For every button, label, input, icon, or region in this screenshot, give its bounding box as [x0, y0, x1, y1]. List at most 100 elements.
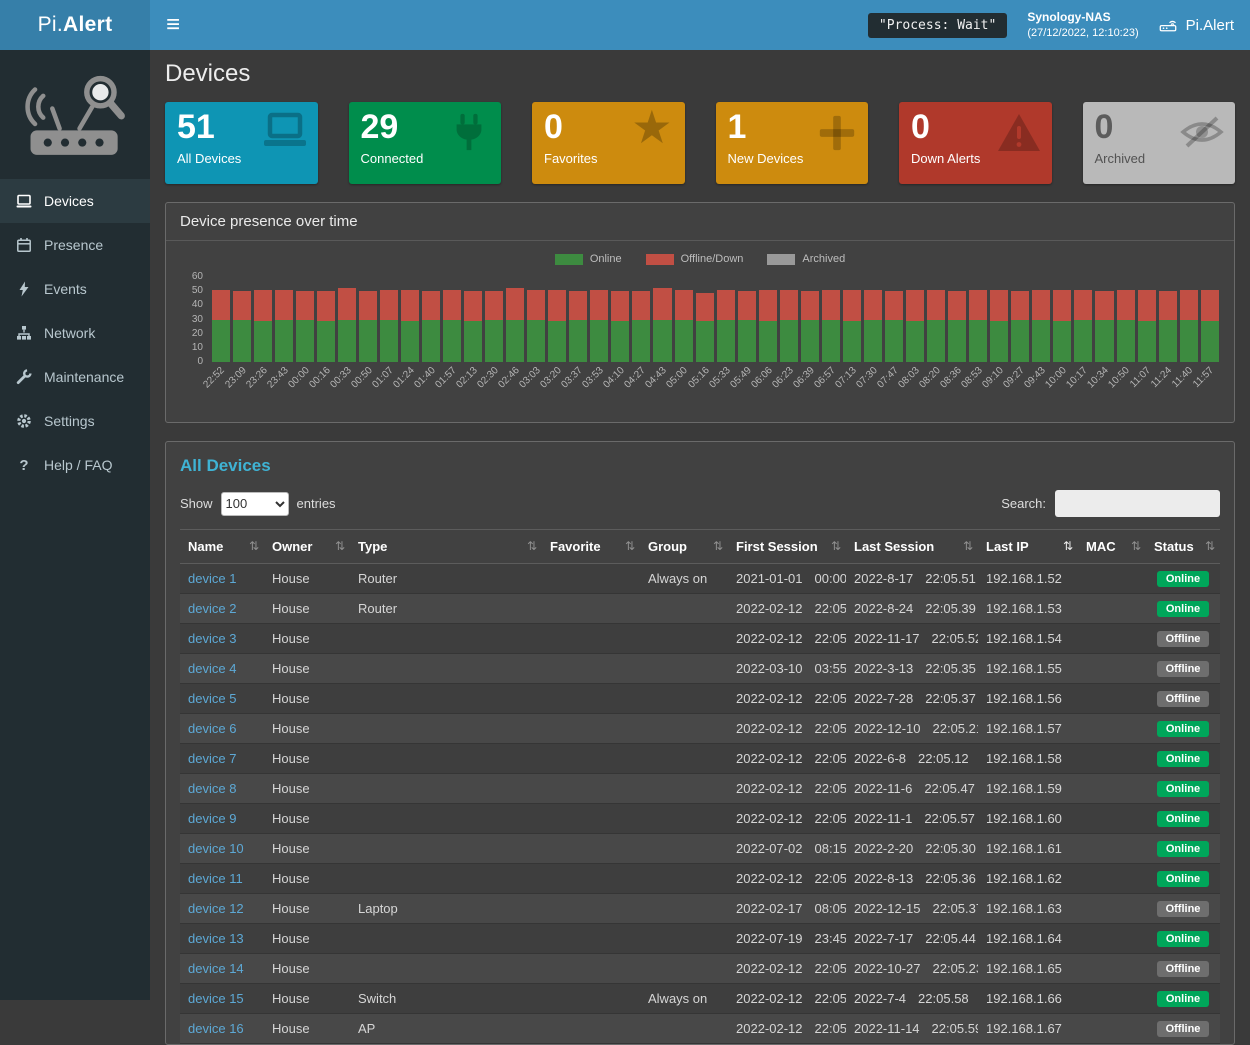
type-cell: [350, 774, 542, 804]
device-name-link[interactable]: device 9: [188, 811, 236, 826]
chart-bar: [296, 277, 314, 362]
type-cell: Switch: [350, 984, 542, 1014]
brand-logo[interactable]: Pi.Alert: [0, 0, 150, 50]
sidebar-item-label: Maintenance: [44, 369, 124, 385]
chart-bar: [1011, 277, 1029, 362]
device-name-link[interactable]: device 15: [188, 991, 244, 1006]
search-input[interactable]: [1055, 490, 1220, 517]
device-name-link[interactable]: device 6: [188, 721, 236, 736]
chart-bar: [632, 277, 650, 362]
device-name-link[interactable]: device 16: [188, 1021, 244, 1036]
page-title: Devices: [165, 60, 1235, 88]
device-name-link[interactable]: device 7: [188, 751, 236, 766]
device-name-link[interactable]: device 10: [188, 841, 244, 856]
status-badge: Online: [1157, 601, 1209, 617]
mac-cell: [1078, 654, 1146, 684]
last-ip-cell: 192.168.1.61: [978, 834, 1078, 864]
device-name-link[interactable]: device 8: [188, 781, 236, 796]
column-header-last-ip[interactable]: Last IP⇅: [978, 530, 1078, 564]
device-name-link[interactable]: device 13: [188, 931, 244, 946]
chart-bar: [1053, 277, 1071, 362]
mac-cell: [1078, 684, 1146, 714]
chart-legend: Online Offline/Down Archived: [180, 253, 1220, 265]
card-down-alerts[interactable]: 0 Down Alerts: [899, 102, 1052, 184]
device-name-link[interactable]: device 5: [188, 691, 236, 706]
app-identity: Pi.Alert: [1159, 13, 1234, 37]
legend-item[interactable]: Offline/Down: [646, 253, 744, 265]
mac-cell: [1078, 1014, 1146, 1044]
favorite-cell: [542, 744, 640, 774]
status-badge: Online: [1157, 991, 1209, 1007]
y-tick-label: 20: [192, 328, 203, 339]
chart-bar: [927, 277, 945, 362]
nas-datetime: (27/12/2022, 12:10:23): [1027, 26, 1138, 41]
card-archived[interactable]: 0 Archived: [1083, 102, 1236, 184]
entries-select[interactable]: 100: [221, 492, 289, 516]
device-name-link[interactable]: device 4: [188, 661, 236, 676]
column-header-group[interactable]: Group⇅: [640, 530, 728, 564]
status-cell: Offline: [1146, 1014, 1220, 1044]
last-ip-cell: 192.168.1.63: [978, 894, 1078, 924]
last-ip-cell: 192.168.1.52: [978, 564, 1078, 594]
column-header-type[interactable]: Type⇅: [350, 530, 542, 564]
card-connected[interactable]: 29 Connected: [349, 102, 502, 184]
card-all-devices[interactable]: 51 All Devices: [165, 102, 318, 184]
topbar: Pi.Alert ≡ "Process: Wait" Synology-NAS …: [0, 0, 1250, 50]
group-cell: [640, 864, 728, 894]
sidebar-item-help[interactable]: ? Help / FAQ: [0, 443, 150, 487]
card-new-devices[interactable]: 1 New Devices: [716, 102, 869, 184]
device-name-link[interactable]: device 11: [188, 871, 243, 886]
mac-cell: [1078, 624, 1146, 654]
column-header-favorite[interactable]: Favorite⇅: [542, 530, 640, 564]
legend-item[interactable]: Online: [555, 253, 622, 265]
favorite-cell: [542, 624, 640, 654]
last-ip-cell: 192.168.1.59: [978, 774, 1078, 804]
name-cell: device 13: [180, 924, 264, 954]
sidebar-item-label: Presence: [44, 237, 103, 253]
sidebar-item-events[interactable]: Events: [0, 267, 150, 311]
status-badge: Offline: [1157, 631, 1210, 647]
owner-cell: House: [264, 954, 350, 984]
sidebar-item-settings[interactable]: Settings: [0, 399, 150, 443]
device-name-link[interactable]: device 1: [188, 571, 236, 586]
device-name-link[interactable]: device 12: [188, 901, 244, 916]
type-cell: [350, 924, 542, 954]
legend-item[interactable]: Archived: [767, 253, 845, 265]
column-header-first-session[interactable]: First Session⇅: [728, 530, 846, 564]
name-cell: device 4: [180, 654, 264, 684]
chart-bar: [548, 277, 566, 362]
device-name-link[interactable]: device 2: [188, 601, 236, 616]
last-ip-cell: 192.168.1.56: [978, 684, 1078, 714]
column-header-owner[interactable]: Owner⇅: [264, 530, 350, 564]
sidebar-item-devices[interactable]: Devices: [0, 179, 150, 223]
name-cell: device 14: [180, 954, 264, 984]
sidebar-item-maintenance[interactable]: Maintenance: [0, 355, 150, 399]
sidebar-item-label: Settings: [44, 413, 95, 429]
column-header-last-session[interactable]: Last Session⇅: [846, 530, 978, 564]
favorite-cell: [542, 684, 640, 714]
device-name-link[interactable]: device 14: [188, 961, 244, 976]
sidebar-item-presence[interactable]: Presence: [0, 223, 150, 267]
device-name-link[interactable]: device 3: [188, 631, 236, 646]
favorite-cell: [542, 594, 640, 624]
name-cell: device 6: [180, 714, 264, 744]
column-header-name[interactable]: Name⇅: [180, 530, 264, 564]
column-header-mac[interactable]: MAC⇅: [1078, 530, 1146, 564]
owner-cell: House: [264, 594, 350, 624]
column-header-status[interactable]: Status⇅: [1146, 530, 1220, 564]
sidebar-item-network[interactable]: Network: [0, 311, 150, 355]
hamburger-menu-button[interactable]: ≡: [150, 0, 196, 50]
table-row: device 1 House Router Always on 2021-01-…: [180, 564, 1220, 594]
name-cell: device 8: [180, 774, 264, 804]
group-cell: [640, 924, 728, 954]
favorite-cell: [542, 564, 640, 594]
mac-cell: [1078, 804, 1146, 834]
chart-bar: [1095, 277, 1113, 362]
card-favorites[interactable]: 0 Favorites ★: [532, 102, 685, 184]
